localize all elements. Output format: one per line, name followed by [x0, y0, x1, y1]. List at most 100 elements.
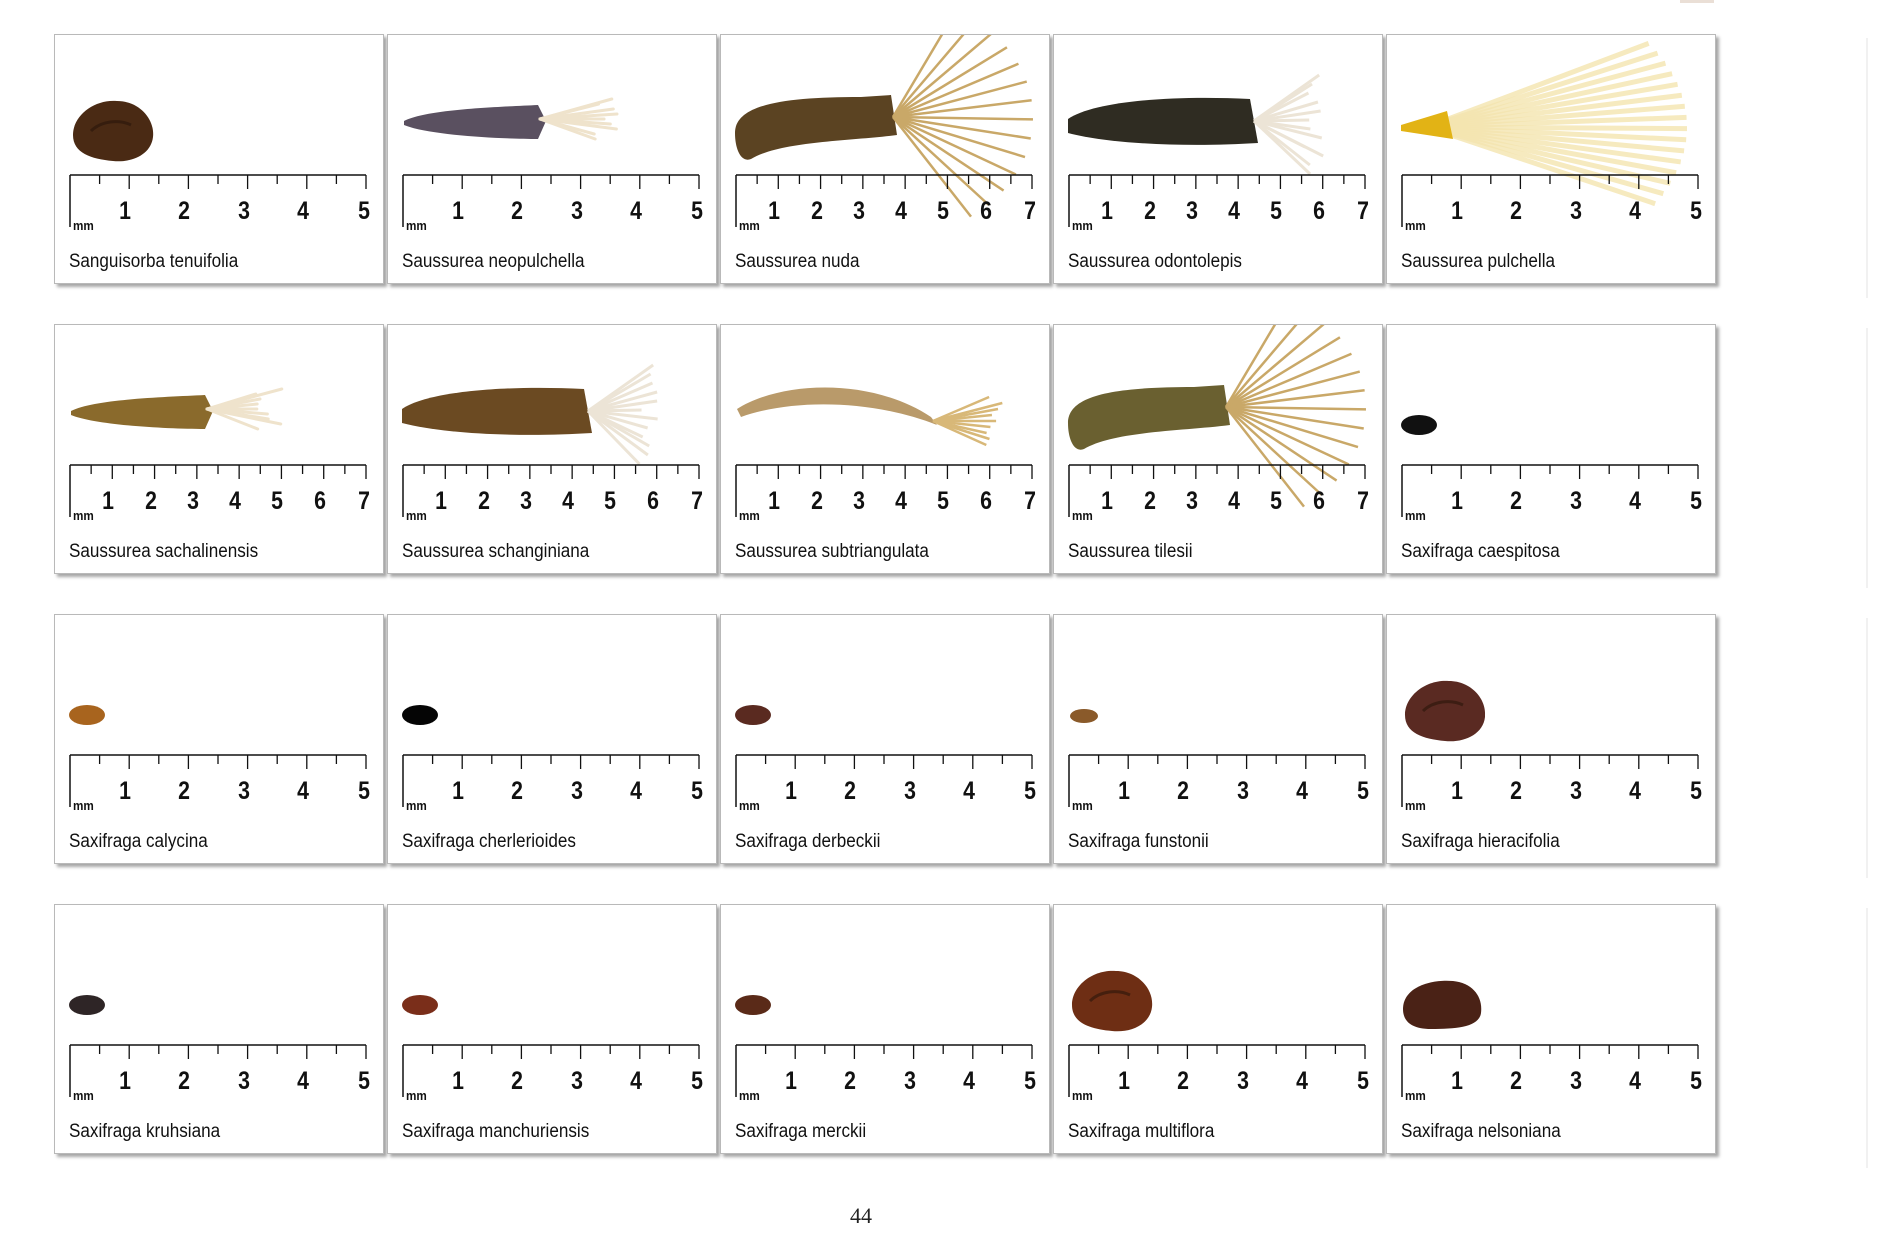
ruler-number: 5 — [1271, 199, 1283, 224]
ruler-number: 1 — [435, 489, 447, 514]
ruler-number: 2 — [811, 199, 823, 224]
ruler-unit-label: mm — [73, 218, 94, 233]
ruler-number: 1 — [1451, 489, 1463, 514]
ruler-number: 1 — [785, 1069, 797, 1094]
mm-ruler: mm 1 2 3 4 5 — [735, 755, 1035, 815]
mm-ruler: mm 1 2 3 4 5 — [402, 175, 702, 235]
mm-ruler: mm 1 2 3 4 5 — [1401, 465, 1701, 525]
ruler-number: 7 — [1357, 199, 1369, 224]
ruler-number: 4 — [1296, 1069, 1308, 1094]
ruler-number: 2 — [511, 199, 523, 224]
seed-shape — [402, 705, 438, 725]
mm-ruler: mm 1 2 3 4 5 — [735, 1045, 1035, 1105]
ruler-number: 1 — [1118, 779, 1130, 804]
seed-shape — [73, 101, 153, 161]
ruler-number: 1 — [119, 779, 131, 804]
ruler-number: 4 — [963, 779, 975, 804]
ruler-number: 3 — [571, 1069, 583, 1094]
ruler-number: 6 — [647, 489, 659, 514]
ruler-number: 1 — [768, 489, 780, 514]
species-name: Saxifraga multiflora — [1068, 1121, 1214, 1143]
ruler-number: 4 — [297, 199, 309, 224]
ruler-number: 1 — [119, 1069, 131, 1094]
ruler-number: 5 — [1357, 779, 1369, 804]
ruler-number: 4 — [297, 779, 309, 804]
ruler-number: 7 — [691, 489, 703, 514]
ruler-number: 4 — [1296, 779, 1308, 804]
ruler-number: 2 — [178, 779, 190, 804]
seed-shape — [1401, 415, 1437, 435]
ruler-number: 2 — [844, 1069, 856, 1094]
ruler-number: 1 — [1101, 199, 1113, 224]
specimen-card: mm 1 2 3 4 5 Saxifraga merckii — [720, 904, 1050, 1154]
ruler-unit-label: mm — [406, 1088, 427, 1103]
ruler-scale — [1401, 755, 1701, 815]
ruler-number: 4 — [1629, 199, 1641, 224]
species-name: Saxifraga caespitosa — [1401, 541, 1560, 563]
ruler-number: 4 — [963, 1069, 975, 1094]
ruler-number: 3 — [1570, 489, 1582, 514]
mm-ruler: mm 1 2 3 4 5 — [1401, 1045, 1701, 1105]
ruler-number: 2 — [844, 779, 856, 804]
ruler-number: 2 — [1510, 779, 1522, 804]
ruler-number: 2 — [1144, 199, 1156, 224]
ruler-number: 3 — [1186, 199, 1198, 224]
ruler-number: 5 — [272, 489, 284, 514]
mm-ruler: mm 1 2 3 4 5 — [1068, 1045, 1368, 1105]
ruler-number: 2 — [145, 489, 157, 514]
ruler-number: 4 — [229, 489, 241, 514]
mm-ruler: mm 1 2 3 4 5 — [1401, 755, 1701, 815]
specimen-card: mm 1 2 3 4 5 6 7 Saussurea nuda — [720, 34, 1050, 284]
ruler-number: 5 — [691, 779, 703, 804]
ruler-number: 4 — [297, 1069, 309, 1094]
specimen-card: mm 1 2 3 4 5 6 7 Saussurea subtriangulata — [720, 324, 1050, 574]
ruler-number: 2 — [178, 199, 190, 224]
ruler-number: 3 — [1570, 199, 1582, 224]
ruler-number: 4 — [630, 1069, 642, 1094]
species-name: Sanguisorba tenuifolia — [69, 251, 238, 273]
ruler-number: 7 — [1024, 199, 1036, 224]
ruler-number: 3 — [571, 199, 583, 224]
ruler-number: 4 — [1629, 779, 1641, 804]
ruler-number: 4 — [1228, 199, 1240, 224]
mm-ruler: mm 1 2 3 4 5 6 7 — [735, 175, 1035, 235]
specimen-card: mm 1 2 3 4 5 Saxifraga derbeckii — [720, 614, 1050, 864]
specimen-card: mm 1 2 3 4 5 Saxifraga caespitosa — [1386, 324, 1716, 574]
edge-line — [1866, 908, 1868, 1168]
ruler-number: 3 — [187, 489, 199, 514]
ruler-number: 5 — [1024, 1069, 1036, 1094]
specimen-card: mm 1 2 3 4 5 Sanguisorba tenuifolia — [54, 34, 384, 284]
ruler-number: 5 — [1271, 489, 1283, 514]
ruler-number: 4 — [1629, 489, 1641, 514]
mm-ruler: mm 1 2 3 4 5 6 7 — [402, 465, 702, 525]
ruler-unit-label: mm — [739, 218, 760, 233]
ruler-unit-label: mm — [1405, 1088, 1426, 1103]
ruler-scale — [69, 1045, 369, 1105]
ruler-number: 3 — [571, 779, 583, 804]
ruler-scale — [69, 175, 369, 235]
ruler-number: 1 — [452, 199, 464, 224]
mm-ruler: mm 1 2 3 4 5 — [69, 755, 369, 815]
ruler-number: 3 — [238, 199, 250, 224]
species-name: Saxifraga cherlerioides — [402, 831, 576, 853]
ruler-number: 5 — [358, 1069, 370, 1094]
ruler-number: 2 — [511, 779, 523, 804]
species-name: Saxifraga hieracifolia — [1401, 831, 1560, 853]
ruler-number: 5 — [691, 1069, 703, 1094]
ruler-unit-label: mm — [73, 508, 94, 523]
page-number: 44 — [836, 1203, 886, 1229]
ruler-number: 6 — [980, 489, 992, 514]
mm-ruler: mm 1 2 3 4 5 — [402, 755, 702, 815]
seed-shape — [69, 995, 105, 1015]
ruler-number: 2 — [478, 489, 490, 514]
ruler-number: 1 — [119, 199, 131, 224]
ruler-number: 5 — [1357, 1069, 1369, 1094]
species-name: Saxifraga nelsoniana — [1401, 1121, 1561, 1143]
top-edge-mark — [1680, 0, 1714, 3]
seed-shape — [1072, 971, 1152, 1031]
ruler-scale — [69, 755, 369, 815]
species-name: Saussurea subtriangulata — [735, 541, 929, 563]
seed-shape — [1403, 981, 1481, 1029]
seed-shape — [402, 995, 438, 1015]
